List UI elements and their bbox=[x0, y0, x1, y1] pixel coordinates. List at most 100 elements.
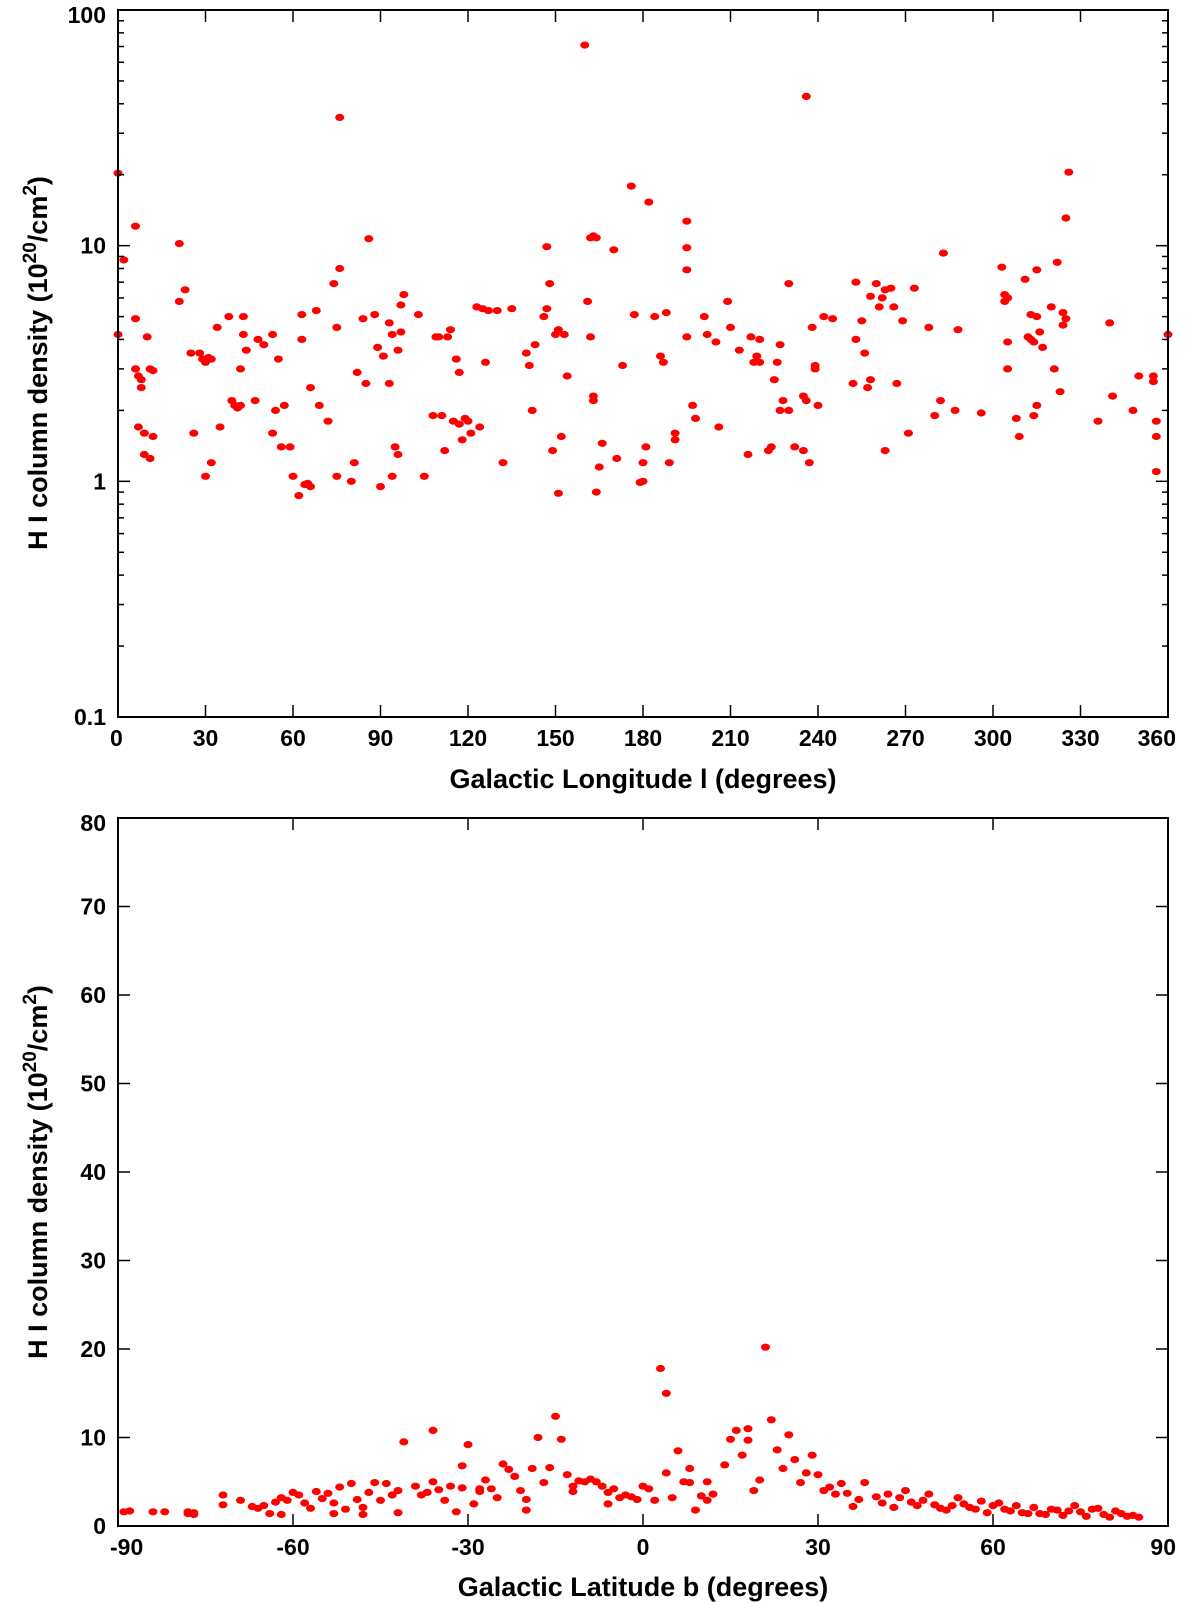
longitude-data-point bbox=[273, 355, 283, 363]
latitude-data-point bbox=[877, 1499, 887, 1507]
longitude-data-point bbox=[1151, 432, 1161, 441]
longitude-data-point bbox=[819, 313, 829, 321]
longitude-data-point bbox=[373, 343, 383, 351]
latitude-x-ticks: -90 -60 -30 0 30 60 90 bbox=[110, 818, 1176, 1560]
latitude-x-tick-label: -90 bbox=[110, 1534, 143, 1560]
longitude-data-point bbox=[1058, 321, 1068, 329]
latitude-data-point bbox=[895, 1494, 905, 1502]
longitude-data-point bbox=[682, 244, 692, 252]
longitude-data-point bbox=[670, 429, 680, 437]
longitude-data-point bbox=[1035, 328, 1045, 336]
latitude-y-tick-label: 40 bbox=[80, 1159, 106, 1185]
longitude-data-point bbox=[866, 292, 875, 300]
latitude-data-point bbox=[737, 1451, 747, 1459]
latitude-data-point bbox=[492, 1494, 502, 1502]
longitude-data-point bbox=[860, 349, 870, 357]
latitude-data-point bbox=[411, 1482, 420, 1490]
latitude-data-point bbox=[912, 1502, 922, 1510]
latitude-data-point bbox=[941, 1506, 951, 1514]
longitude-data-point bbox=[206, 355, 216, 363]
longitude-data-point bbox=[236, 365, 245, 373]
longitude-x-tick-label: 60 bbox=[280, 725, 306, 751]
longitude-data-point bbox=[778, 397, 788, 405]
longitude-data-point bbox=[521, 349, 531, 357]
longitude-data-point bbox=[612, 454, 622, 463]
longitude-data-point bbox=[892, 379, 902, 388]
latitude-data-point bbox=[486, 1485, 496, 1493]
longitude-data-point bbox=[857, 317, 867, 325]
longitude-data-point bbox=[236, 401, 245, 409]
latitude-data-point bbox=[603, 1500, 613, 1508]
longitude-data-point bbox=[889, 303, 899, 311]
longitude-x-tick-label: 180 bbox=[624, 725, 662, 751]
latitude-data-point bbox=[1105, 1513, 1115, 1521]
longitude-data-point bbox=[886, 284, 896, 292]
longitude-data-point bbox=[743, 450, 753, 459]
longitude-data-point bbox=[1058, 309, 1068, 317]
longitude-data-point bbox=[1011, 414, 1021, 422]
longitude-data-point bbox=[466, 429, 476, 437]
longitude-data-point bbox=[148, 367, 158, 375]
longitude-data-point bbox=[1052, 258, 1062, 266]
latitude-data-point bbox=[376, 1496, 385, 1504]
latitude-data-point bbox=[1081, 1512, 1091, 1520]
longitude-data-point bbox=[1061, 214, 1071, 222]
longitude-data-point bbox=[1003, 365, 1013, 373]
longitude-data-point bbox=[335, 264, 345, 273]
longitude-data-point bbox=[311, 307, 321, 315]
latitude-data-point bbox=[667, 1494, 677, 1502]
latitude-data-point bbox=[656, 1364, 665, 1373]
longitude-data-point bbox=[638, 477, 648, 485]
longitude-data-point bbox=[726, 323, 735, 331]
longitude-data-point bbox=[253, 335, 263, 343]
latitude-y-tick-label: 60 bbox=[80, 982, 106, 1008]
longitude-data-point bbox=[1151, 468, 1161, 476]
longitude-data-point bbox=[775, 341, 785, 349]
longitude-data-point bbox=[874, 303, 884, 311]
longitude-data-point bbox=[1032, 266, 1042, 274]
longitude-data-point bbox=[393, 450, 403, 459]
longitude-data-point bbox=[804, 459, 814, 467]
latitude-x-tick-label: 60 bbox=[980, 1534, 1006, 1560]
longitude-data-point bbox=[542, 305, 552, 313]
longitude-data-point bbox=[588, 392, 598, 400]
longitude-data-points bbox=[113, 41, 1173, 500]
longitude-data-point bbox=[641, 443, 651, 451]
longitude-data-point bbox=[332, 472, 342, 480]
latitude-data-point bbox=[446, 1482, 455, 1490]
latitude-data-point bbox=[685, 1479, 695, 1487]
longitude-data-point bbox=[306, 384, 315, 392]
latitude-data-point bbox=[726, 1435, 735, 1443]
longitude-data-point bbox=[413, 311, 423, 319]
latitude-plot-frame bbox=[117, 817, 1169, 1527]
latitude-data-point bbox=[352, 1495, 362, 1504]
longitude-data-point bbox=[306, 483, 315, 491]
longitude-data-point bbox=[1064, 168, 1074, 176]
latitude-x-tick-label: 30 bbox=[805, 1534, 831, 1560]
latitude-x-tick-label: 90 bbox=[1150, 1534, 1176, 1560]
longitude-data-point bbox=[798, 447, 808, 455]
longitude-data-point bbox=[148, 432, 158, 441]
longitude-x-tick-label: 360 bbox=[1138, 725, 1176, 751]
longitude-data-point bbox=[332, 323, 342, 331]
latitude-data-point bbox=[422, 1488, 432, 1496]
longitude-data-point bbox=[133, 423, 143, 431]
latitude-data-point bbox=[189, 1509, 199, 1517]
latitude-data-point bbox=[743, 1425, 753, 1433]
longitude-x-tick-label: 150 bbox=[536, 725, 574, 751]
latitude-x-tick-label: 0 bbox=[637, 1534, 650, 1560]
latitude-data-point bbox=[673, 1447, 683, 1455]
longitude-data-point bbox=[801, 92, 811, 100]
longitude-data-point bbox=[440, 447, 450, 455]
latitude-data-point bbox=[236, 1496, 245, 1504]
longitude-data-point bbox=[443, 333, 453, 341]
latitude-data-point bbox=[510, 1472, 520, 1480]
longitude-data-point bbox=[586, 333, 595, 341]
latitude-data-point bbox=[125, 1507, 135, 1515]
latitude-data-point bbox=[743, 1436, 753, 1444]
longitude-data-point bbox=[358, 315, 368, 323]
longitude-data-point bbox=[877, 294, 887, 302]
latitude-data-point bbox=[731, 1426, 741, 1434]
latitude-data-point bbox=[259, 1502, 269, 1510]
latitude-data-point bbox=[428, 1478, 438, 1486]
